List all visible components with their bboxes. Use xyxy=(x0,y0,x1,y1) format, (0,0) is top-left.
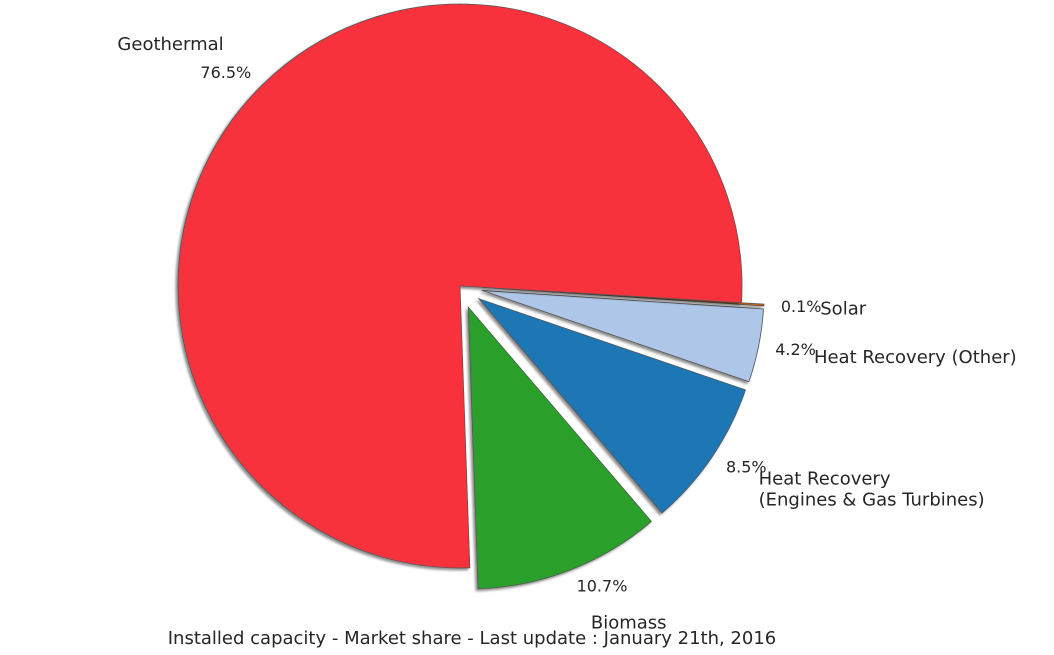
pie-pct-label: 10.7% xyxy=(577,577,628,596)
pie-pct-label: 8.5% xyxy=(726,458,767,477)
pie-slice-geothermal xyxy=(177,3,743,569)
pie-category-label: Solar xyxy=(820,299,866,320)
pie-pct-label: 4.2% xyxy=(775,340,816,359)
pie-slice-heat-recovery xyxy=(477,297,746,514)
pie-pct-label: 0.1% xyxy=(781,297,822,316)
pie-slice-biomass xyxy=(467,305,652,590)
pie-pct-label: 76.5% xyxy=(200,63,251,82)
pie-slices xyxy=(177,3,765,590)
pie-category-label: Biomass xyxy=(591,612,667,633)
pie-category-label: Heat Recovery (Engines & Gas Turbines) xyxy=(759,468,985,510)
pie-slice-solar xyxy=(482,287,765,307)
pie-category-label: Heat Recovery (Other) xyxy=(814,347,1017,368)
pie-category-label: Geothermal xyxy=(117,34,223,55)
pie-slice-heat-recovery-other xyxy=(481,290,764,383)
pie-labels: 10.7% Biomass 8.5%Heat Recovery (Engines & … xyxy=(117,34,1016,634)
chart-caption: Installed capacity - Market share - Last… xyxy=(168,628,777,649)
